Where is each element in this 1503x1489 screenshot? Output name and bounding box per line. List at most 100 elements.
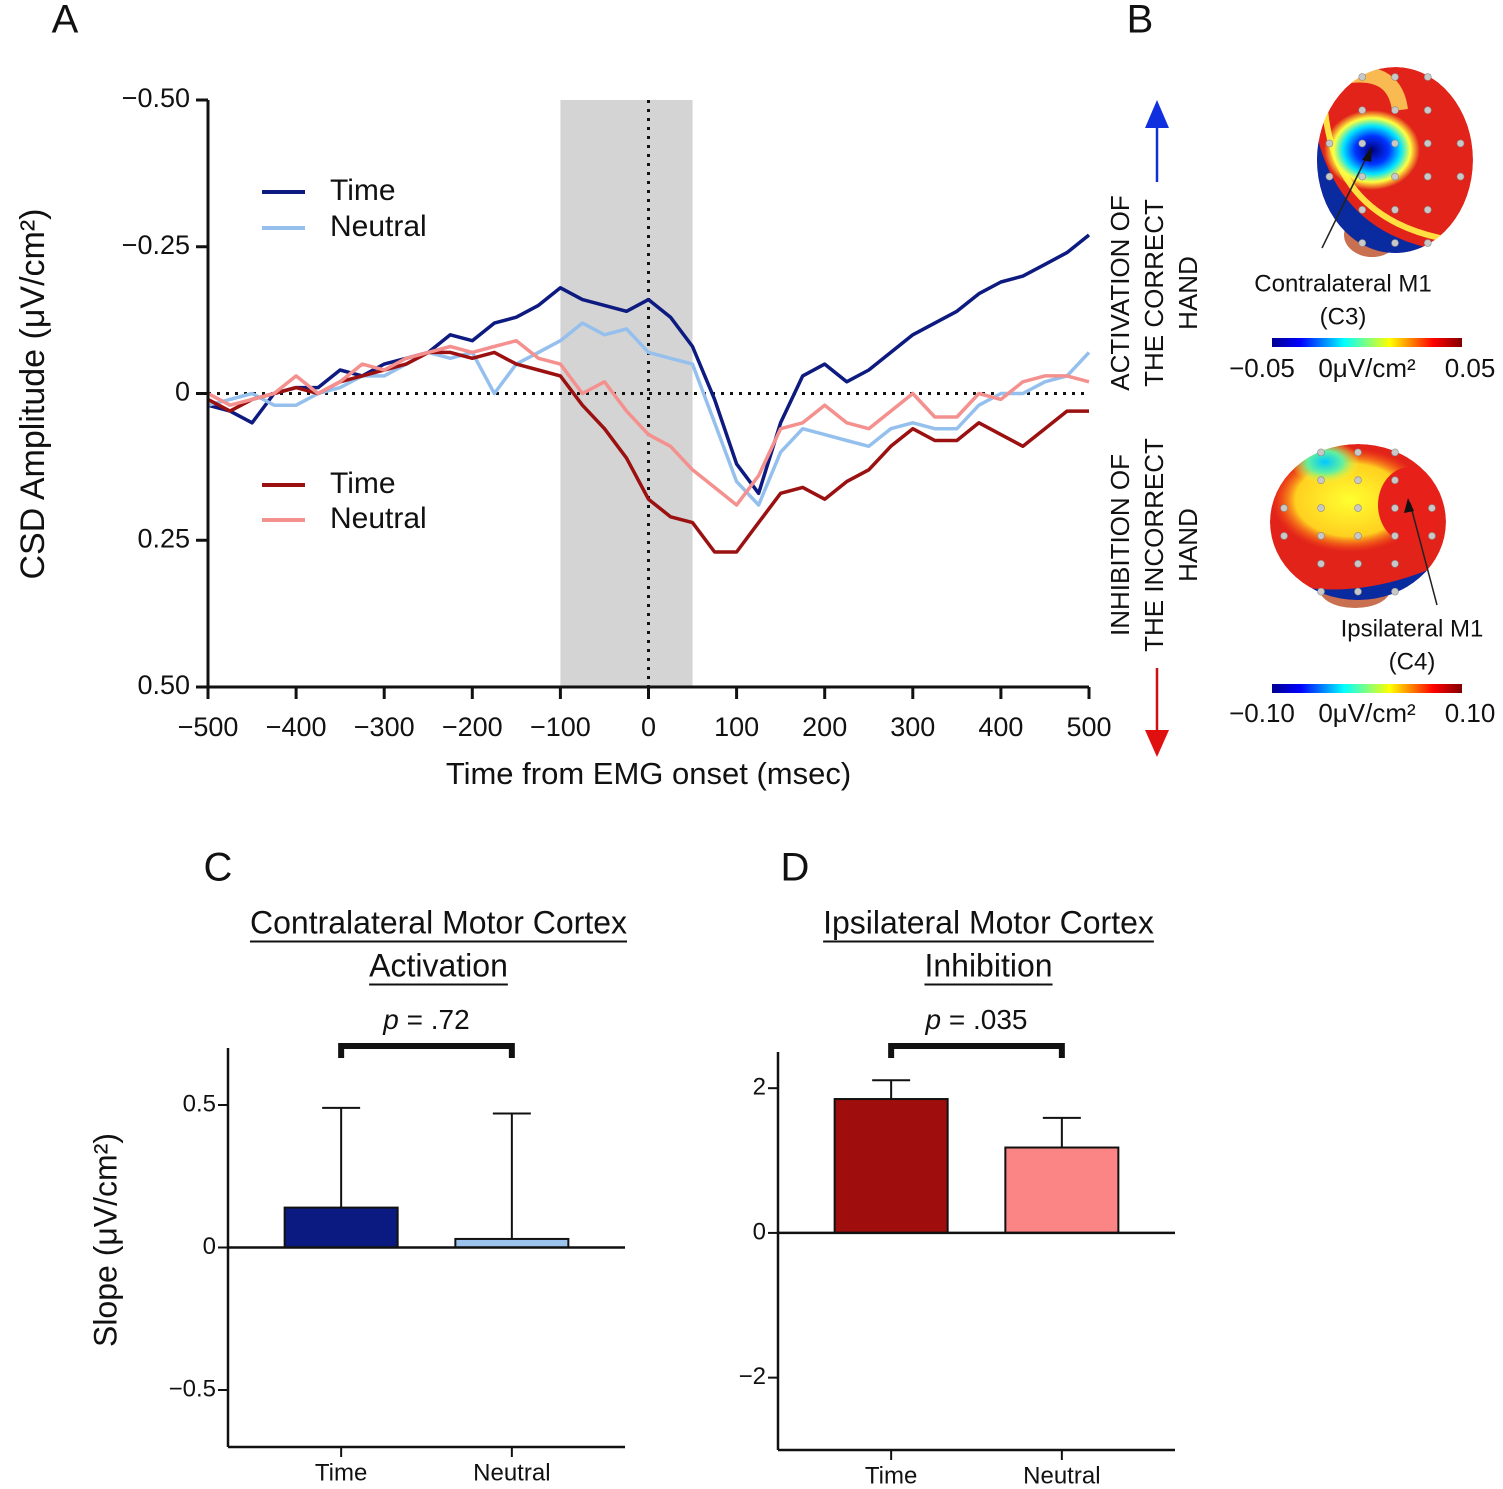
x-tick-label: Neutral	[1023, 1462, 1100, 1489]
electrode	[1317, 448, 1325, 457]
legend-label: Time	[330, 174, 396, 207]
y-axis-title: Slope (μV/cm²)	[87, 1133, 123, 1347]
x-tick-label: −500	[178, 712, 239, 742]
panel-label: D	[781, 846, 810, 890]
electrode	[1354, 587, 1362, 596]
electrode	[1423, 206, 1432, 214]
x-axis-title: Time from EMG onset (msec)	[446, 756, 851, 791]
colorbar	[1272, 684, 1462, 693]
y-tick-label: −0.25	[122, 230, 190, 260]
bar	[1004, 1146, 1120, 1234]
side-label: HAND	[1173, 508, 1203, 582]
legend-label: Neutral	[330, 210, 427, 243]
electrode	[1280, 532, 1288, 540]
y-axis-title: CSD Amplitude (μV/cm²)	[14, 209, 52, 580]
significance-bracket	[338, 1043, 515, 1058]
x-tick-label: Time	[865, 1462, 917, 1489]
colorbar-tick-label: 0μV/cm²	[1318, 353, 1416, 383]
x-tick-label: −100	[530, 712, 591, 742]
electrode	[1423, 106, 1432, 114]
electrode	[1317, 587, 1325, 596]
electrode	[1325, 139, 1334, 148]
series-line	[207, 350, 1089, 554]
electrode	[1358, 239, 1367, 247]
x-tick-label: 400	[978, 712, 1023, 742]
electrode	[1391, 587, 1399, 596]
electrode	[1391, 239, 1399, 247]
series-line	[207, 338, 1090, 507]
chart-title: Inhibition	[924, 947, 1052, 983]
pointer	[1409, 502, 1438, 606]
x-tick-label: Neutral	[473, 1459, 550, 1486]
x-tick-label: 500	[1066, 712, 1111, 742]
significance-bracket	[888, 1043, 1065, 1058]
colorbar	[1272, 338, 1462, 347]
electrode	[1428, 532, 1436, 540]
panel-label: B	[1127, 0, 1154, 42]
electrode	[1391, 504, 1399, 512]
electrode	[1391, 532, 1399, 540]
map-label: Contralateral M1	[1254, 270, 1431, 297]
electrode	[1423, 172, 1432, 181]
bar	[283, 1206, 399, 1249]
electrode	[1358, 106, 1367, 114]
error-bar	[492, 1112, 531, 1239]
colorbar-tick-label: 0.05	[1445, 353, 1496, 383]
map-label: Ipsilateral M1	[1341, 615, 1484, 642]
x-tick-label: 100	[714, 712, 759, 742]
electrode	[1391, 172, 1399, 181]
x-tick-label: −200	[442, 712, 503, 742]
electrode	[1354, 448, 1362, 457]
error-bar	[872, 1079, 911, 1100]
electrode	[1358, 139, 1367, 148]
electrode	[1391, 139, 1399, 148]
panel-label: A	[52, 0, 79, 42]
x-tick-label: −300	[354, 712, 415, 742]
legend-label: Neutral	[330, 502, 427, 535]
y-tick-label: 0.25	[137, 523, 190, 553]
electrode	[1358, 73, 1367, 81]
electrode	[1423, 239, 1432, 247]
colorbar-tick-label: 0μV/cm²	[1318, 698, 1416, 728]
side-label: ACTIVATION OF	[1105, 195, 1135, 390]
y-tick-label: 0	[175, 377, 190, 407]
electrode	[1317, 532, 1325, 540]
electrode	[1317, 476, 1325, 485]
side-label: THE INCORRECT	[1139, 438, 1169, 652]
y-tick-label: 0	[203, 1233, 216, 1260]
head-map-1	[1317, 67, 1473, 257]
electrode	[1391, 476, 1399, 485]
electrode	[1354, 532, 1362, 540]
electrode	[1317, 559, 1325, 568]
p-value: p = .035	[925, 1004, 1028, 1035]
arrow-head	[1145, 730, 1169, 757]
electrode	[1391, 206, 1399, 214]
electrode	[1325, 172, 1334, 181]
p-text: = .035	[941, 1004, 1027, 1035]
bar	[454, 1237, 570, 1249]
electrode	[1354, 476, 1362, 485]
p-symbol: p	[925, 1004, 942, 1035]
x-tick-label: 0	[641, 712, 656, 742]
pointer-head	[1404, 498, 1414, 513]
p-value: p = .72	[382, 1004, 469, 1035]
arrow-head	[1145, 100, 1169, 128]
error-bar	[322, 1106, 361, 1208]
y-tick-label: −0.5	[169, 1375, 216, 1402]
pointer-head	[1362, 146, 1372, 162]
electrode	[1358, 172, 1367, 181]
electrode	[1391, 559, 1399, 568]
x-tick-label: −400	[266, 712, 327, 742]
p-symbol: p	[382, 1004, 399, 1035]
electrode	[1358, 206, 1367, 214]
electrode	[1423, 139, 1432, 148]
chart-title: Ipsilateral Motor Cortex	[823, 904, 1154, 940]
y-tick-label: 0.5	[183, 1090, 216, 1117]
side-label: THE CORRECT	[1139, 199, 1169, 387]
electrode	[1428, 504, 1436, 512]
x-tick-label: 200	[802, 712, 847, 742]
chart-title: Activation	[369, 947, 508, 983]
colorbar-tick-label: −0.05	[1229, 353, 1295, 383]
